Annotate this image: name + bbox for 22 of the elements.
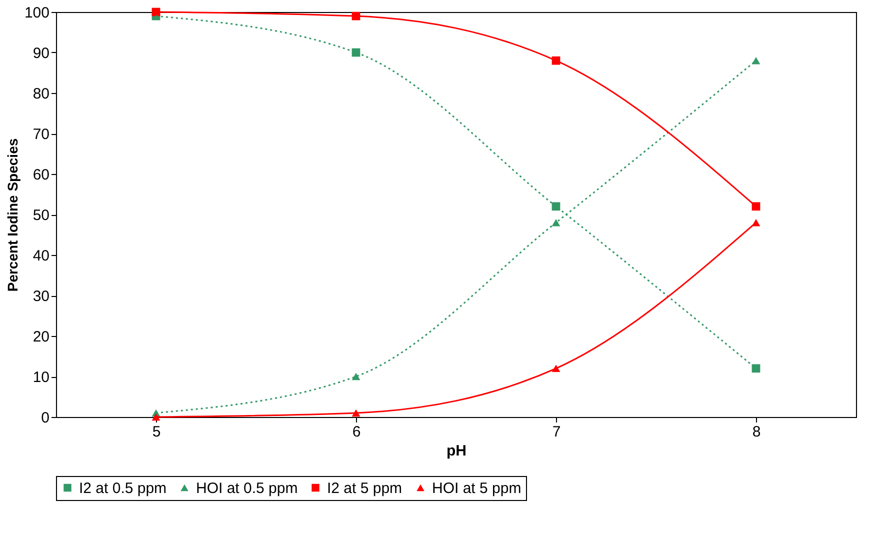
y-tick-label: 90 <box>32 45 50 62</box>
y-tick-label: 100 <box>24 4 50 22</box>
legend-label: HOI at 0.5 ppm <box>196 480 298 497</box>
legend-label: HOI at 5 ppm <box>432 480 522 497</box>
x-tick-label: 7 <box>552 424 561 440</box>
x-tick-label: 5 <box>152 424 161 440</box>
y-tick-label: 80 <box>32 86 50 102</box>
legend-label: I2 at 5 ppm <box>327 480 402 497</box>
legend-label: I2 at 0.5 ppm <box>79 480 167 497</box>
x-tick-label: 8 <box>752 424 761 440</box>
x-tick-label: 6 <box>352 424 361 440</box>
y-tick-label: 0 <box>41 410 50 426</box>
y-tick-label: 30 <box>32 288 50 305</box>
y-tick-label: 50 <box>32 207 50 224</box>
y-tick-label: 20 <box>32 328 50 346</box>
y-tick-label: 40 <box>32 248 50 264</box>
y-tick-label: 60 <box>32 166 50 184</box>
y-tick-label: 70 <box>32 126 50 143</box>
y-axis-title: Percent Iodine Species <box>4 138 20 292</box>
point <box>752 364 760 373</box>
x-axis-title: pH <box>446 442 466 460</box>
y-tick-label: 10 <box>32 369 50 386</box>
